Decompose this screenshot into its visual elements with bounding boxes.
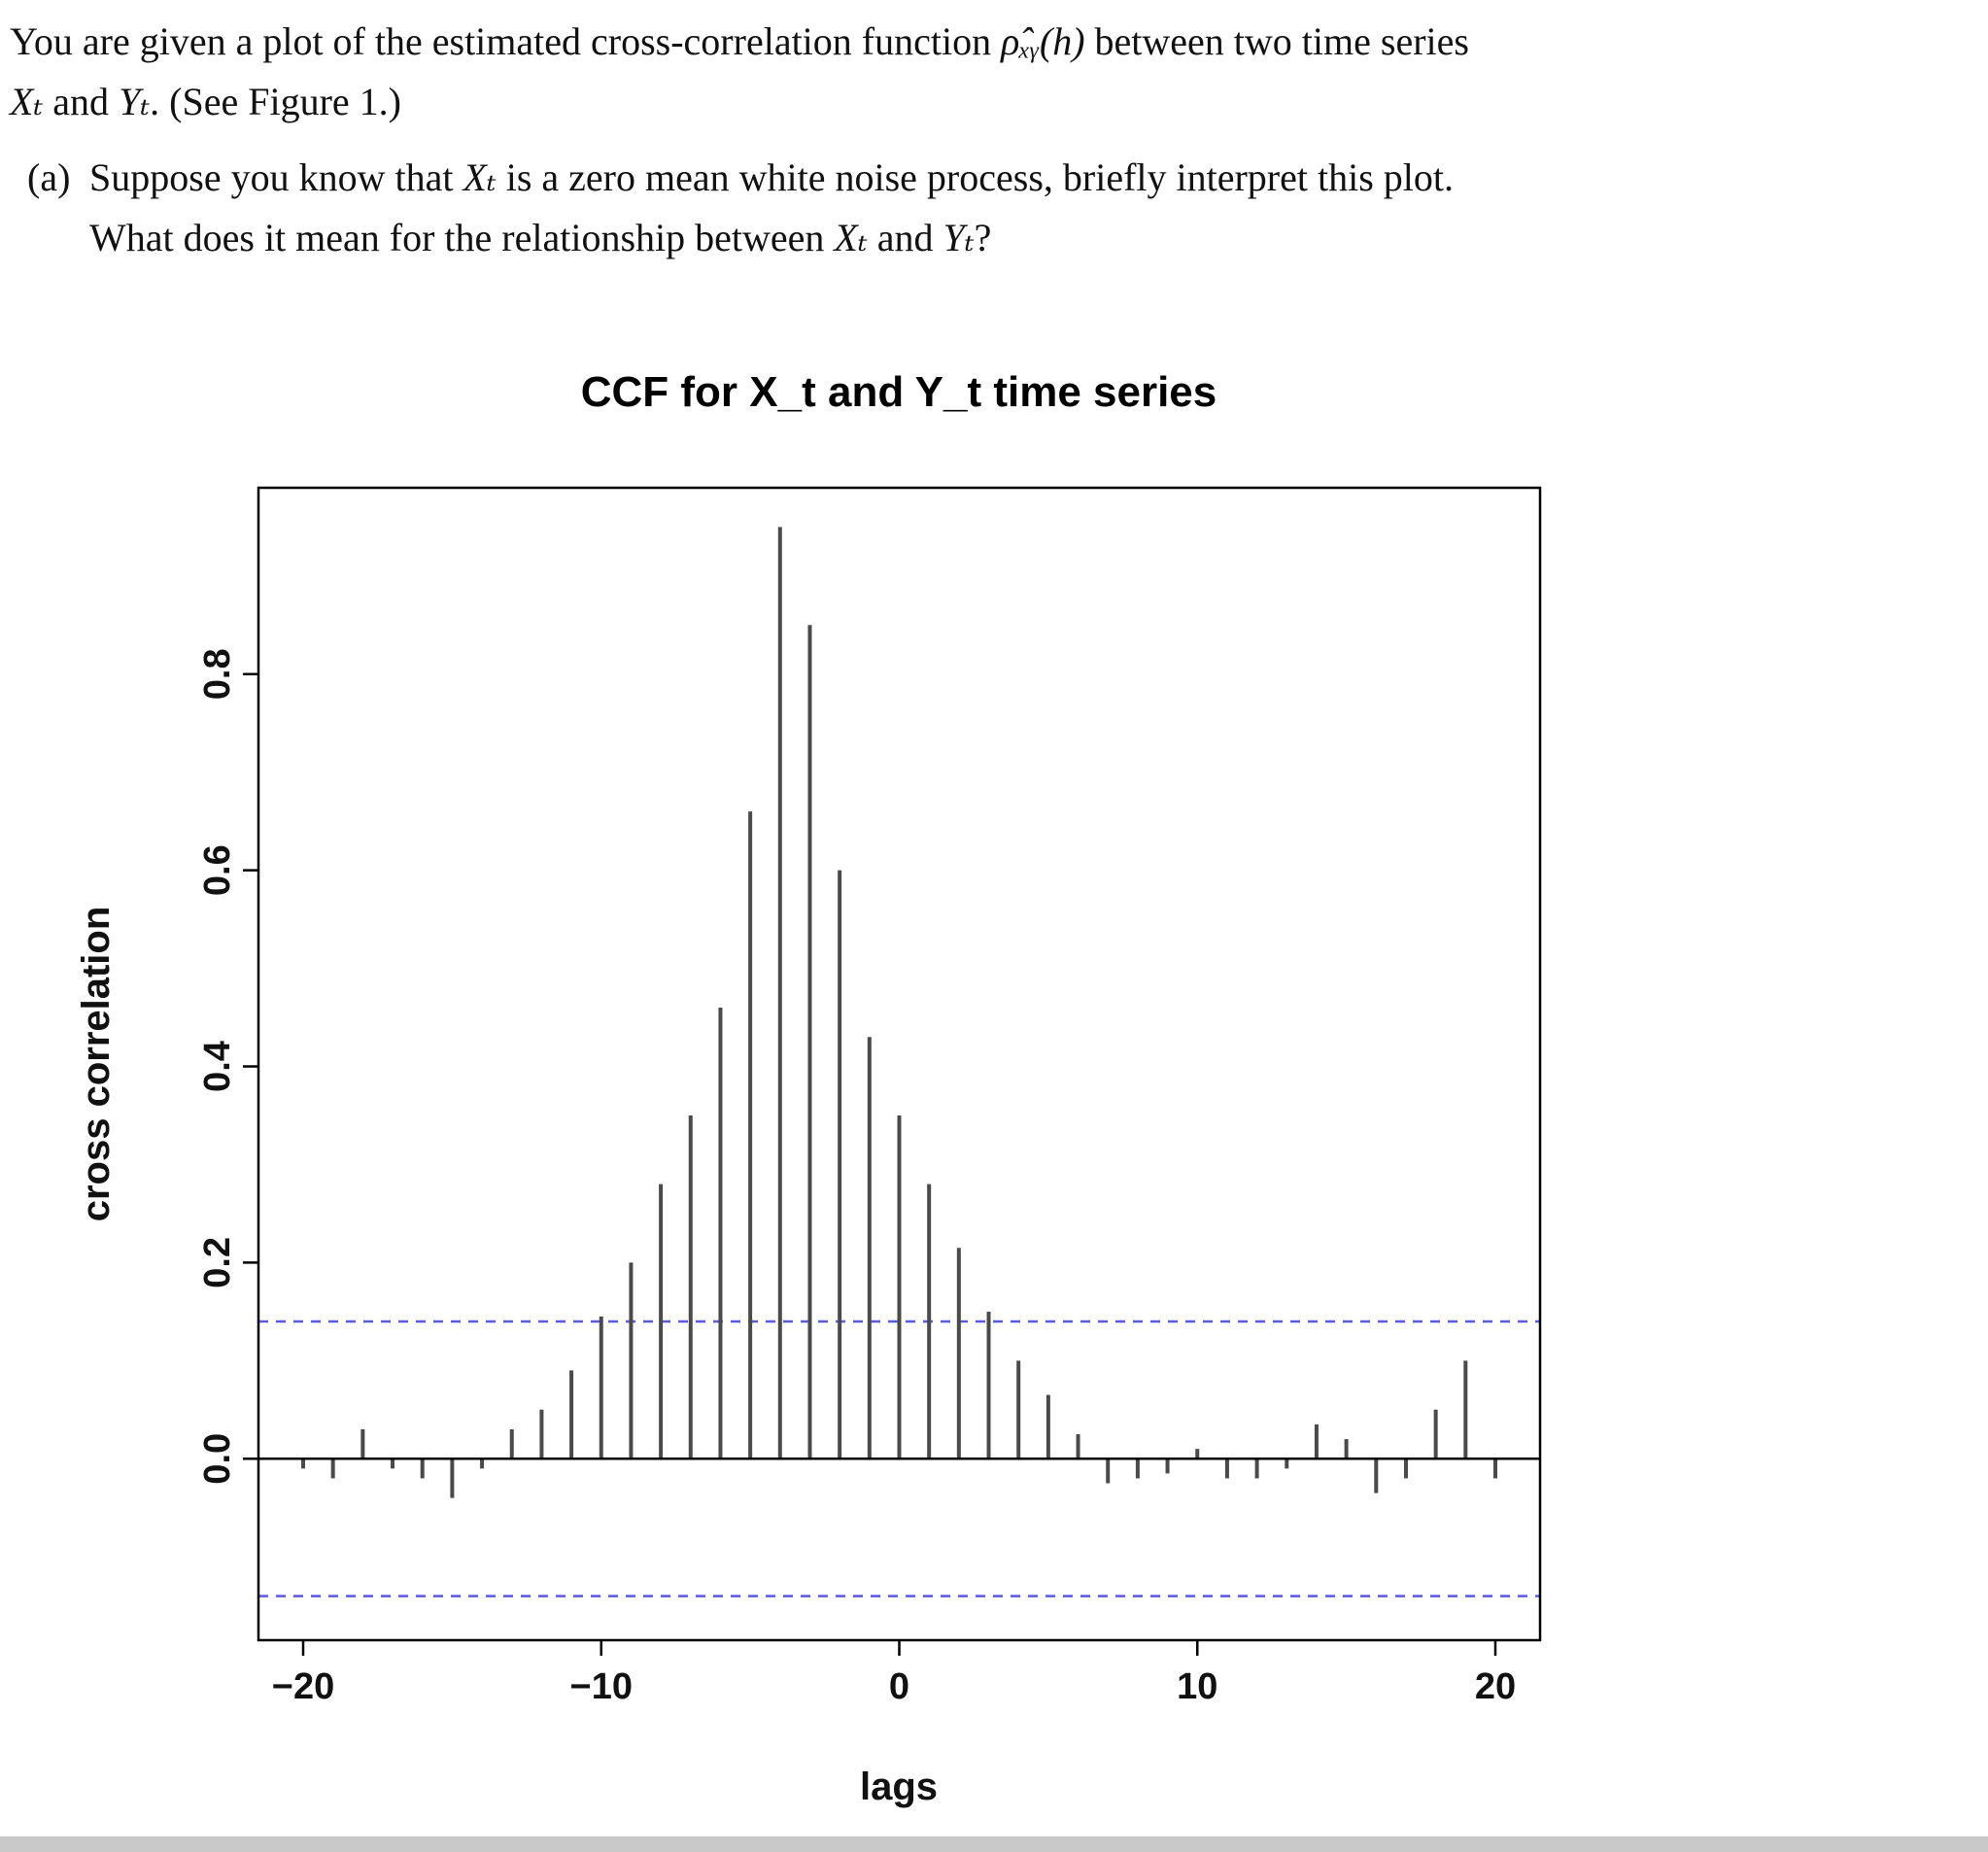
question-text: You are given a plot of the estimated cr…: [10, 12, 1603, 268]
scan-edge-strip: [0, 1836, 1988, 1852]
y-tick-label: 0.8: [197, 648, 238, 700]
x-tick-label: 20: [1475, 1666, 1516, 1707]
x-tick-label: 0: [889, 1666, 909, 1707]
y-tick-label: 0.4: [197, 1041, 238, 1092]
question-part-a: (a) Suppose you know that Xₜ is a zero m…: [10, 148, 1603, 268]
question-text-run: is a zero mean white noise process, brie…: [496, 155, 1455, 199]
question-text-run: You are given a plot of the estimated cr…: [10, 19, 1002, 63]
y-axis-label: cross correlation: [75, 907, 118, 1222]
math-x-t: Xₜ: [834, 216, 868, 259]
question-text-run: and: [43, 80, 120, 123]
part-a-text: Suppose you know that Xₜ is a zero mean …: [89, 148, 1603, 268]
x-tick-label: 10: [1177, 1666, 1217, 1707]
plot-marks: −20 −10 0 10 20 0.0 0.2 0.4 0.6 0.8: [197, 486, 1542, 1707]
math-y-t: Yₜ: [119, 80, 151, 123]
part-a-label: (a): [27, 155, 71, 199]
y-tick-label: 0.0: [197, 1433, 238, 1485]
question-text-run: and: [867, 216, 943, 259]
question-intro: You are given a plot of the estimated cr…: [10, 12, 1603, 132]
y-tick-label: 0.6: [197, 844, 238, 896]
question-text-run: Suppose you know that: [89, 155, 463, 199]
x-tick-label: −20: [272, 1666, 334, 1707]
x-axis-label: lags: [860, 1766, 938, 1808]
y-tick-label: 0.2: [197, 1237, 238, 1288]
math-y-t: Yₜ: [943, 216, 975, 259]
question-text-run: ?: [974, 216, 992, 259]
math-x-t: Xₜ: [10, 80, 44, 123]
question-text-run: . (See Figure 1.): [150, 80, 401, 123]
question-text-run: What does it mean for the relationship b…: [89, 216, 835, 259]
math-rho-hat-xy: ρ̂ₓᵧ(h): [1001, 19, 1085, 63]
math-x-t: Xₜ: [463, 155, 497, 199]
chart-title: CCF for X_t and Y_t time series: [581, 368, 1217, 416]
x-tick-label: −10: [570, 1666, 633, 1707]
question-text-run: between two time series: [1084, 19, 1469, 63]
